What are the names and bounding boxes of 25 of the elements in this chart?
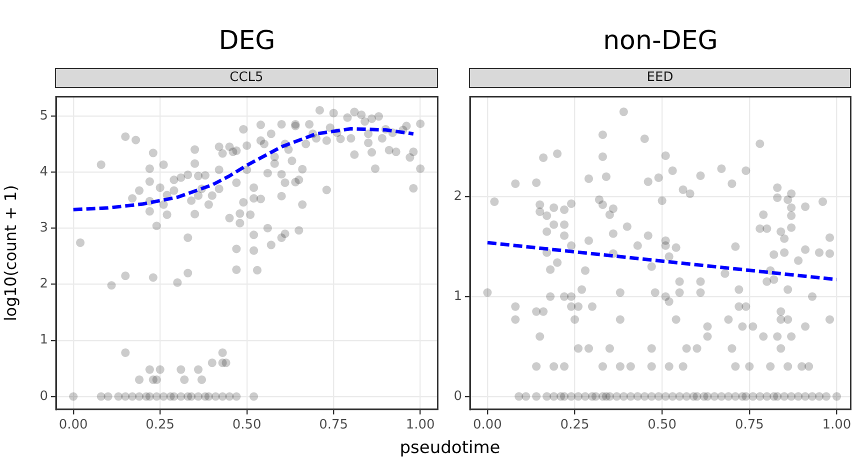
y-tick-label: 0 [40,388,48,404]
y-tick-label: 2 [40,276,48,292]
x-tick-label: 0.25 [146,418,175,433]
x-tick-label: 1.00 [822,418,852,433]
x-tick-label: 0.25 [560,418,590,433]
x-tick-label: 0.50 [232,418,262,433]
chart-subtitle: EED [469,68,851,88]
x-tick-label: 0.00 [58,418,88,433]
x-tick-label: 0.50 [648,418,677,433]
y-tick-label: 3 [40,220,48,236]
y-tick-label: 1 [40,332,48,348]
chart-title: DEG [218,26,276,56]
y-tick-label: 1 [454,288,462,304]
x-axis-title: pseudotime [398,438,502,458]
y-tick-label: 2 [454,189,462,204]
y-tick-label: 5 [40,108,48,124]
chart-subtitle: CCL5 [55,68,438,88]
chart-title: non-DEG [602,26,719,56]
y-axis-title: log10(count + 1) [0,185,20,322]
x-tick-label: 0.00 [472,418,502,433]
x-tick-label: 0.75 [319,418,348,433]
y-tick-label: 4 [40,164,48,180]
x-tick-label: 1.00 [406,418,435,433]
x-tick-label: 0.75 [734,418,764,433]
y-tick-label: 0 [454,388,462,404]
